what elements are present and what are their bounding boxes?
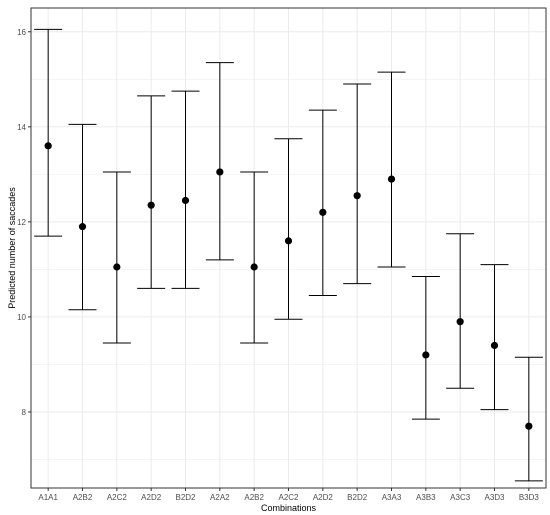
- y-tick-label: 8: [22, 408, 27, 417]
- data-point: [250, 263, 258, 271]
- y-axis-ticks: 8 10 12 14 16: [17, 28, 31, 417]
- x-tick-label: A2C2: [107, 493, 128, 502]
- x-tick-label: A3B3: [416, 493, 436, 502]
- data-point: [456, 318, 464, 326]
- x-tick-label: A2B2: [244, 493, 264, 502]
- y-axis-title: Predicted number of saccades: [7, 187, 17, 309]
- error-bars: [34, 28, 543, 482]
- data-point: [216, 168, 224, 176]
- data-points: [44, 142, 533, 430]
- x-tick-label: B2D2: [175, 493, 196, 502]
- data-point: [353, 192, 361, 200]
- y-tick-label: 14: [17, 123, 26, 132]
- data-point: [422, 351, 430, 359]
- x-tick-label: A2A2: [210, 493, 230, 502]
- data-point: [44, 142, 52, 150]
- x-tick-label: A2B2: [73, 493, 93, 502]
- x-tick-label: A2D2: [141, 493, 162, 502]
- x-tick-label: B3D3: [519, 493, 540, 502]
- data-point: [78, 223, 87, 231]
- data-point: [147, 201, 155, 209]
- x-tick-label: A2C2: [278, 493, 299, 502]
- data-point: [181, 196, 190, 205]
- y-tick-label: 10: [17, 313, 26, 322]
- data-point: [113, 263, 121, 271]
- x-tick-label: A3C3: [450, 493, 471, 502]
- x-axis-title: Combinations: [261, 503, 317, 513]
- x-tick-label: A1A1: [38, 493, 58, 502]
- x-axis-ticks: A1A1 A2B2 A2C2 A2D2 B2D2 A2A2 A2B2 A2C2 A2D2 B2D2…: [38, 488, 539, 502]
- y-tick-label: 12: [17, 218, 26, 227]
- data-point: [525, 422, 533, 430]
- data-point: [284, 237, 293, 245]
- x-tick-label: A2D2: [313, 493, 334, 502]
- x-tick-label: B2D2: [347, 493, 368, 502]
- data-point: [387, 175, 396, 183]
- x-tick-label: A3D3: [484, 493, 505, 502]
- data-point: [319, 208, 327, 216]
- data-point: [490, 341, 499, 350]
- y-tick-label: 16: [17, 28, 26, 37]
- x-tick-label: A3A3: [382, 493, 402, 502]
